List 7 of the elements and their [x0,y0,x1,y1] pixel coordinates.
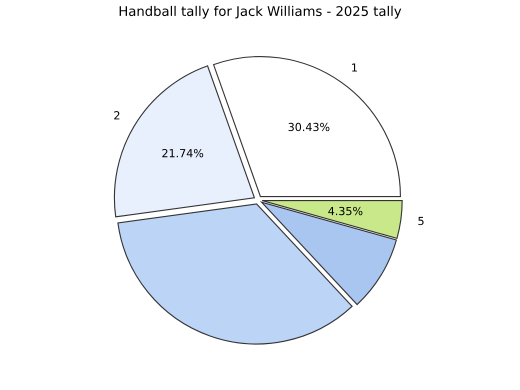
data-label: 4.35% [328,206,362,216]
chart-title: Handball tally for Jack Williams - 2025 tally [120,6,402,19]
slice-label: 2 [114,111,120,120]
data-label: 21.74% [162,148,204,158]
slice-label: 5 [418,216,424,226]
data-label: 30.43% [288,122,330,132]
slice-label: 1 [352,63,357,72]
